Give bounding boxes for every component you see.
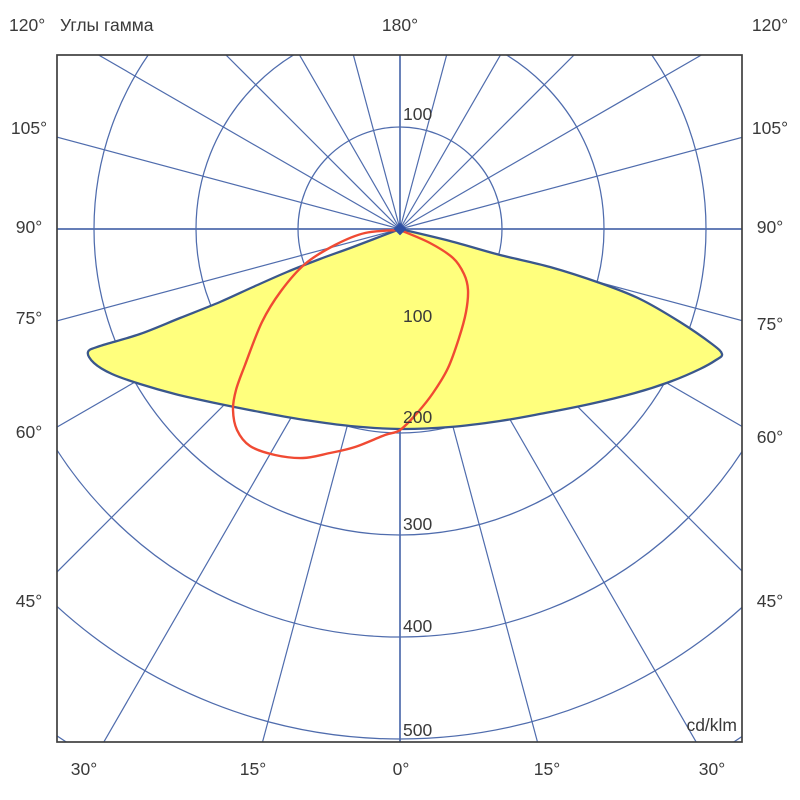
gamma-label-right-75: 75° xyxy=(757,314,783,334)
grid-radial-line-195 xyxy=(352,55,401,230)
radial-tick-500: 500 xyxy=(403,720,432,740)
radial-tick-200: 200 xyxy=(403,407,432,427)
gamma-label-right-45: 45° xyxy=(757,591,783,611)
gamma-label-left-75: 75° xyxy=(16,308,42,328)
grid-radial-line-135 xyxy=(399,55,575,230)
grid-radial-line-120 xyxy=(399,55,703,230)
unit-label-cd-klm: cd/klm xyxy=(686,715,737,735)
grid-radial-line-285 xyxy=(57,228,401,322)
grid-radial-line-240 xyxy=(97,55,401,230)
gamma-label-bottom-left-15: 15° xyxy=(240,759,266,779)
gamma-label-right-90: 90° xyxy=(757,217,783,237)
gamma-label-top-180: 180° xyxy=(382,15,418,35)
gamma-label-bottom-0: 0° xyxy=(393,759,410,779)
radial-tick-100: 100 xyxy=(403,306,432,326)
center-marker xyxy=(393,222,407,236)
grid-radial-line-150 xyxy=(399,55,502,230)
gamma-label-right-60: 60° xyxy=(757,427,783,447)
gamma-label-bottom-right-30: 30° xyxy=(699,759,725,779)
gamma-label-top-right-120: 120° xyxy=(752,15,788,35)
grid-radial-line-105 xyxy=(399,136,742,230)
radial-tick-100-upper: 100 xyxy=(403,104,432,124)
grid-radial-line-210 xyxy=(298,55,401,230)
curve-longitudinal-plane xyxy=(231,228,470,460)
plot-frame xyxy=(56,54,743,743)
radial-tick-300: 300 xyxy=(403,514,432,534)
grid-radial-line-255 xyxy=(57,136,401,230)
chart-title: Углы гамма xyxy=(60,15,154,35)
gamma-label-bottom-left-30: 30° xyxy=(71,759,97,779)
grid-radial-line-225 xyxy=(225,55,401,230)
gamma-label-left-90: 90° xyxy=(16,217,42,237)
grid-radial-line-165 xyxy=(399,55,448,230)
gamma-label-left-105: 105° xyxy=(11,118,47,138)
gamma-label-bottom-right-15: 15° xyxy=(534,759,560,779)
curve-transverse-plane xyxy=(86,227,724,431)
gamma-label-left-60: 60° xyxy=(16,422,42,442)
gamma-label-left-45: 45° xyxy=(16,591,42,611)
gamma-label-right-105: 105° xyxy=(752,118,788,138)
axis-labels: 120° Углы гамма 180° 120° 105° 90° 75° 6… xyxy=(9,15,788,779)
radial-tick-400: 400 xyxy=(403,616,432,636)
gamma-label-top-left-120: 120° xyxy=(9,15,45,35)
intensity-curves xyxy=(86,222,724,460)
